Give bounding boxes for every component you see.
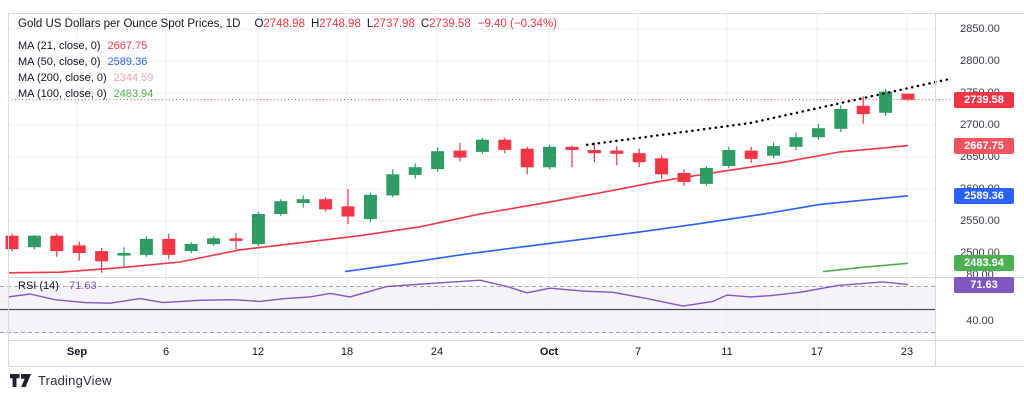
ma-label: MA (200, close, 0) (18, 72, 107, 84)
rsi-badge: 71.63 (954, 276, 1014, 293)
time-axis-label: 6 (162, 346, 170, 358)
tradingview-logo[interactable]: TradingView (10, 373, 112, 388)
ma-value: 2589.36 (107, 56, 148, 68)
ohlc-value: 2748.98 (319, 18, 361, 30)
ma-label: MA (100, close, 0) (18, 88, 107, 100)
ma-label: MA (50, close, 0) (18, 56, 101, 68)
ma-label: MA (21, close, 0) (18, 40, 101, 52)
time-axis-label: 11 (721, 346, 733, 358)
ma-legend-row[interactable]: MA (21, close, 0) 2667.75 (18, 39, 147, 53)
ma-value: 2483.94 (113, 88, 154, 100)
time-axis-label: 7 (634, 346, 642, 358)
symbol-title: Gold US Dollars per Ounce Spot Prices, 1… (18, 18, 241, 30)
rsi-value: 71.63 (69, 280, 97, 292)
ma-value: 2344.59 (113, 72, 154, 84)
price-badge: 2667.75 (954, 137, 1014, 154)
change-value: −9.40 (−0.34%) (477, 18, 558, 30)
ohlc-values: O2748.98 H2748.98 L2737.98 C2739.58 (248, 18, 470, 30)
price-axis-label: 2550.00 (960, 215, 1000, 227)
price-badge: 2483.94 (954, 255, 1014, 272)
ma-legend-row[interactable]: MA (50, close, 0) 2589.36 (18, 55, 147, 69)
tradingview-logo-text: TradingView (38, 373, 112, 388)
rsi-axis-label: 40.00 (966, 315, 994, 327)
price-badge: 2589.36 (954, 187, 1014, 204)
rsi-legend-row[interactable]: RSI (14) 71.63 (18, 279, 97, 293)
ohlc-key: L (366, 18, 374, 30)
ohlc-value: 2748.98 (263, 18, 305, 30)
time-axis-label: 24 (430, 346, 444, 358)
time-axis-label: 18 (340, 346, 354, 358)
ohlc-key: C (420, 18, 430, 30)
tradingview-logo-icon (10, 373, 31, 387)
price-badge: 2739.58 (954, 91, 1014, 108)
ma-legend-row[interactable]: MA (200, close, 0) 2344.59 (18, 71, 153, 85)
ohlc-value: 2737.98 (373, 18, 415, 30)
ohlc-key: O (254, 18, 264, 30)
price-axis-label: 2800.00 (960, 55, 1000, 67)
ohlc-value: 2739.58 (429, 18, 471, 30)
time-axis-label: 17 (810, 346, 824, 358)
time-axis-label: Oct (539, 346, 559, 358)
symbol-title-row[interactable]: Gold US Dollars per Ounce Spot Prices, 1… (18, 17, 557, 31)
ohlc-key: H (310, 18, 320, 30)
ma-legend-row[interactable]: MA (100, close, 0) 2483.94 (18, 87, 153, 101)
time-axis-label: 12 (251, 346, 265, 358)
price-axis-label: 2650.00 (960, 151, 1000, 163)
rsi-label: RSI (14) (18, 280, 59, 292)
price-axis-label: 2700.00 (960, 119, 1000, 131)
time-axis-label: 23 (900, 346, 914, 358)
price-axis-label: 2850.00 (960, 23, 1000, 35)
ma-value: 2667.75 (107, 40, 148, 52)
time-axis-label: Sep (66, 346, 88, 358)
